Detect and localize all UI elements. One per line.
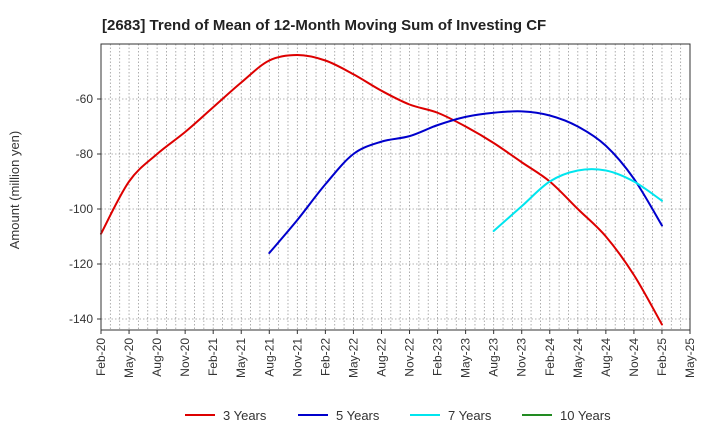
x-tick-label: Feb-21 bbox=[206, 338, 220, 376]
x-tick-label: Feb-20 bbox=[94, 338, 108, 376]
legend-label-7-years: 7 Years bbox=[448, 408, 492, 423]
x-tick-label: Aug-23 bbox=[487, 338, 501, 377]
x-tick-label: Nov-20 bbox=[178, 338, 192, 377]
grid bbox=[100, 44, 691, 330]
legend-label-10-years: 10 Years bbox=[560, 408, 611, 423]
y-tick-label: -140 bbox=[69, 312, 93, 326]
y-tick-label: -80 bbox=[76, 147, 94, 161]
x-tick-label: May-20 bbox=[122, 338, 136, 378]
x-tick-label: May-24 bbox=[571, 338, 585, 378]
x-tick-label: Feb-24 bbox=[543, 338, 557, 376]
plot-frame bbox=[100, 43, 691, 331]
y-tick-label: -60 bbox=[76, 92, 94, 106]
x-tick-label: May-21 bbox=[234, 338, 248, 378]
series-line-3-years bbox=[100, 54, 663, 326]
legend-label-5-years: 5 Years bbox=[336, 408, 380, 423]
y-tick-label: -120 bbox=[69, 257, 93, 271]
x-tick-label: May-25 bbox=[683, 338, 697, 378]
legend: 3 Years 5 Years 7 Years 10 Years bbox=[185, 408, 611, 423]
series-line-5-years bbox=[268, 110, 663, 254]
x-tick-label: Aug-22 bbox=[374, 338, 388, 377]
x-tick-label: Nov-23 bbox=[515, 338, 529, 377]
y-axis-label: Amount (million yen) bbox=[7, 131, 22, 250]
x-tick-label: May-22 bbox=[346, 338, 360, 378]
x-tick-label: Nov-22 bbox=[403, 338, 417, 377]
x-tick-label: May-23 bbox=[459, 338, 473, 378]
x-tick-label: Nov-21 bbox=[290, 338, 304, 377]
x-tick-label: Aug-24 bbox=[599, 338, 613, 377]
x-tick-label: Aug-20 bbox=[150, 338, 164, 377]
series-line-7-years bbox=[492, 168, 663, 232]
x-tick-label: Feb-23 bbox=[431, 338, 445, 376]
series-layer bbox=[100, 54, 663, 326]
legend-label-3-years: 3 Years bbox=[223, 408, 267, 423]
chart-title: [2683] Trend of Mean of 12-Month Moving … bbox=[102, 17, 546, 34]
x-tick-label: Aug-21 bbox=[262, 338, 276, 377]
x-tick-label: Feb-25 bbox=[655, 338, 669, 376]
y-tick-label: -100 bbox=[69, 202, 93, 216]
axes: -140 -120 -100 -80 -60 Feb-20 May-20 Aug-20 Nov-… bbox=[69, 43, 697, 378]
x-tick-label: Feb-22 bbox=[318, 338, 332, 376]
x-tick-label: Nov-24 bbox=[627, 338, 641, 377]
